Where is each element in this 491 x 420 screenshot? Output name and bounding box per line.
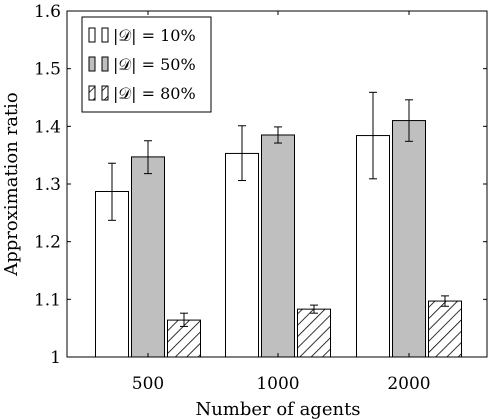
x-tick-label: 500: [132, 374, 164, 394]
y-tick-label: 1: [50, 348, 61, 368]
x-axis-label: Number of agents: [195, 399, 360, 420]
legend-swatch: [88, 56, 96, 72]
bar-hatched-1000: [297, 308, 331, 358]
bar-gray-1000: [261, 134, 295, 358]
bar-gray-500: [131, 156, 165, 358]
y-tick-label: 1.3: [34, 175, 61, 195]
bar-hatched-2000: [428, 300, 462, 358]
legend-swatch: [88, 27, 96, 43]
y-tick-label: 1.2: [34, 233, 61, 253]
y-axis-label: Approximation ratio: [1, 92, 22, 277]
legend-swatch: [101, 85, 109, 101]
legend-swatch: [88, 85, 96, 101]
y-tick-label: 1.1: [34, 290, 61, 310]
y-tick-label: 1.5: [34, 60, 61, 80]
legend-swatch: [101, 56, 109, 72]
legend-swatch: [101, 27, 109, 43]
legend: |𝒟| = 10% |𝒟| = 50% |𝒟| = 80%: [81, 16, 212, 113]
legend-label: |𝒟| = 80%: [113, 84, 196, 103]
y-tick-label: 1.6: [34, 2, 61, 22]
x-tick-label: 1000: [256, 374, 299, 394]
legend-label: |𝒟| = 50%: [113, 55, 196, 74]
legend-label: |𝒟| = 10%: [113, 26, 196, 45]
bar-white-1000: [225, 152, 259, 358]
x-tick-label: 2000: [387, 374, 430, 394]
y-tick-label: 1.4: [34, 117, 61, 137]
bar-gray-2000: [392, 120, 426, 358]
